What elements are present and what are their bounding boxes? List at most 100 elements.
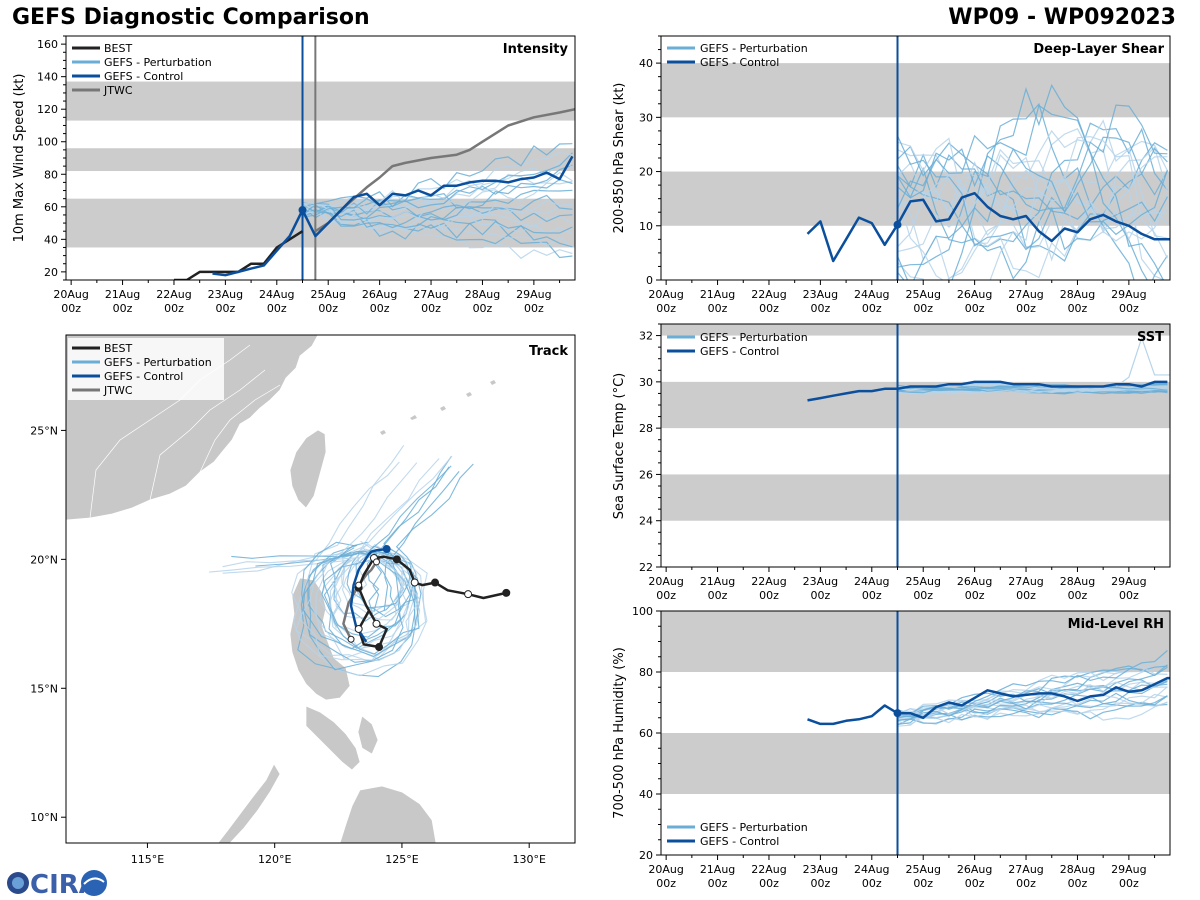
y-tick-label: 0 bbox=[646, 274, 653, 287]
intensity-series bbox=[174, 107, 575, 280]
y-tick-label: 100 bbox=[37, 136, 58, 149]
jtwc-track-marker bbox=[355, 581, 363, 589]
perturbation-line bbox=[897, 657, 1168, 716]
x-tick-label: 00z bbox=[810, 589, 830, 602]
perturbation-track bbox=[346, 547, 411, 611]
shear-title: Deep-Layer Shear bbox=[1033, 42, 1164, 57]
perturbation-track bbox=[322, 456, 452, 638]
x-tick-label: 27Aug bbox=[1008, 863, 1043, 876]
perturbation-line bbox=[302, 199, 573, 231]
lat-tick-label: 25°N bbox=[30, 424, 58, 437]
legend-label: GEFS - Perturbation bbox=[104, 356, 212, 369]
x-tick-label: 00z bbox=[862, 302, 882, 315]
perturbation-line bbox=[897, 680, 1168, 727]
x-tick-label: 27Aug bbox=[1008, 575, 1043, 588]
x-tick-label: 28Aug bbox=[1060, 863, 1095, 876]
perturbation-line bbox=[302, 205, 573, 260]
x-tick-label: 22Aug bbox=[751, 575, 786, 588]
x-tick-label: 00z bbox=[759, 877, 779, 890]
shaded-band bbox=[661, 63, 1170, 118]
x-tick-label: 00z bbox=[862, 589, 882, 602]
sst-title: SST bbox=[1137, 330, 1164, 345]
storm-id: WP09 - WP092023 bbox=[948, 5, 1176, 30]
legend-label: JTWC bbox=[103, 84, 133, 97]
logo-badge-icon bbox=[81, 870, 107, 896]
legend-label: JTWC bbox=[103, 384, 133, 397]
x-tick-label: 00z bbox=[965, 877, 985, 890]
x-tick-label: 26Aug bbox=[957, 575, 992, 588]
y-tick-label: 40 bbox=[44, 233, 58, 246]
y-tick-label: 30 bbox=[639, 111, 653, 124]
legend-label: GEFS - Control bbox=[104, 70, 183, 83]
x-tick-label: 23Aug bbox=[803, 575, 838, 588]
perturbation-line bbox=[302, 201, 573, 217]
x-tick-label: 00z bbox=[1016, 589, 1036, 602]
track-legend: BEST GEFS - Perturbation GEFS - Control … bbox=[68, 338, 224, 400]
intensity-legend: BEST GEFS - Perturbation GEFS - Control … bbox=[72, 42, 212, 97]
mindanao-island bbox=[339, 785, 437, 843]
x-tick-label: 00z bbox=[913, 589, 933, 602]
x-tick-label: 00z bbox=[267, 302, 287, 315]
x-tick-label: 00z bbox=[965, 302, 985, 315]
rh-xticks: 20Aug00z21Aug00z22Aug00z23Aug00z24Aug00z… bbox=[648, 855, 1156, 890]
perturbation-line bbox=[897, 119, 1168, 280]
legend-label: GEFS - Perturbation bbox=[700, 821, 808, 834]
perturbation-line bbox=[302, 206, 573, 240]
y-tick-label: 60 bbox=[639, 727, 653, 740]
perturbation-line bbox=[302, 143, 573, 218]
x-tick-label: 00z bbox=[965, 589, 985, 602]
intensity-title: Intensity bbox=[503, 42, 569, 57]
sst-xticks: 20Aug00z21Aug00z22Aug00z23Aug00z24Aug00z… bbox=[648, 567, 1156, 602]
taiwan-island bbox=[289, 429, 327, 509]
y-tick-label: 10 bbox=[639, 220, 653, 233]
legend-label: GEFS - Control bbox=[700, 835, 779, 848]
track-ticks: 115°E 120°E 125°E 130°E 10°N 15°N 20°N 25°N bbox=[30, 424, 546, 866]
perturbation-line bbox=[897, 146, 1168, 279]
perturbation-line bbox=[302, 206, 573, 259]
x-tick-label: 00z bbox=[708, 302, 728, 315]
perturbation-line bbox=[1115, 336, 1170, 387]
x-tick-label: 00z bbox=[1068, 302, 1088, 315]
perturbation-line bbox=[302, 152, 573, 221]
x-tick-label: 00z bbox=[656, 877, 676, 890]
y-tick-label: 28 bbox=[639, 422, 653, 435]
perturbation-line bbox=[302, 207, 573, 232]
perturbation-line bbox=[302, 189, 573, 229]
x-tick-label: 22Aug bbox=[156, 288, 191, 301]
y-tick-label: 140 bbox=[37, 71, 58, 84]
x-tick-label: 00z bbox=[708, 877, 728, 890]
x-tick-label: 25Aug bbox=[905, 863, 940, 876]
control-line bbox=[807, 380, 1168, 402]
page-title: GEFS Diagnostic Comparison bbox=[12, 5, 370, 30]
legend-label: GEFS - Control bbox=[104, 370, 183, 383]
shaded-band bbox=[661, 733, 1170, 794]
x-tick-label: 23Aug bbox=[803, 288, 838, 301]
perturbation-track bbox=[323, 471, 460, 655]
x-tick-label: 00z bbox=[810, 302, 830, 315]
lon-tick-label: 115°E bbox=[131, 853, 164, 866]
y-tick-label: 80 bbox=[639, 666, 653, 679]
x-tick-label: 00z bbox=[215, 302, 235, 315]
best-track-marker bbox=[410, 578, 419, 587]
x-tick-label: 29Aug bbox=[1111, 288, 1146, 301]
perturbation-line bbox=[897, 142, 1168, 220]
perturbation-track bbox=[231, 550, 402, 650]
y-tick-label: 30 bbox=[639, 376, 653, 389]
x-tick-label: 25Aug bbox=[905, 575, 940, 588]
legend-label: GEFS - Control bbox=[700, 56, 779, 69]
sst-yticks: 22 24 26 28 30 32 bbox=[639, 323, 661, 574]
control-line bbox=[806, 191, 1170, 263]
x-tick-label: 21Aug bbox=[700, 863, 735, 876]
x-tick-label: 23Aug bbox=[208, 288, 243, 301]
lat-tick-label: 15°N bbox=[30, 682, 58, 695]
cira-logo: CIRA bbox=[4, 866, 108, 900]
lon-tick-label: 130°E bbox=[512, 853, 545, 866]
y-tick-label: 22 bbox=[639, 561, 653, 574]
x-tick-label: 28Aug bbox=[1060, 575, 1095, 588]
x-tick-label: 29Aug bbox=[516, 288, 551, 301]
perturbation-line bbox=[897, 137, 1168, 262]
control-track bbox=[349, 547, 387, 643]
shear-yticks: 0 10 20 30 40 bbox=[639, 35, 661, 287]
y-tick-label: 20 bbox=[639, 849, 653, 862]
